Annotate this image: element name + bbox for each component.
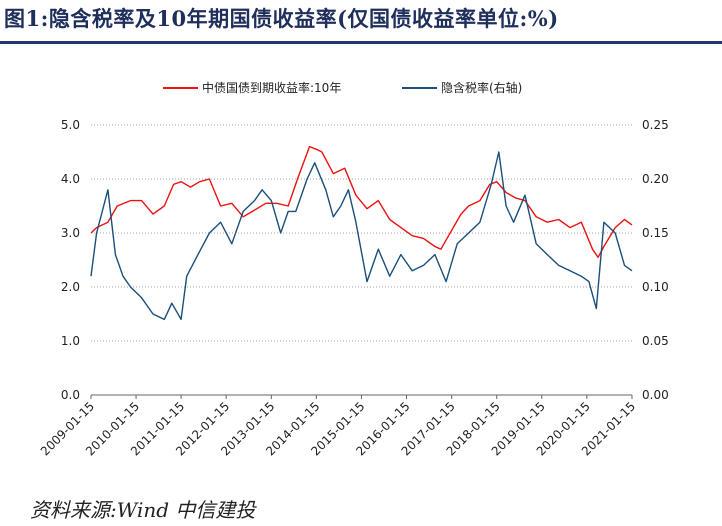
y-left-tick-label: 3.0 <box>61 226 80 240</box>
legend-label: 中债国债到期收益率:10年 <box>202 80 341 95</box>
title-divider <box>0 41 722 44</box>
right-y-axis: 0.00 0.05 0.10 0.15 0.20 0.25 <box>642 118 669 402</box>
legend: 中债国债到期收益率:10年 隐含税率(右轴) <box>163 80 522 95</box>
yield-series-line <box>90 145 633 258</box>
gridlines <box>91 124 632 396</box>
y-right-tick-label: 0.20 <box>642 172 669 186</box>
x-axis: 2009-01-152010-01-152011-01-152012-01-15… <box>38 394 638 458</box>
y-right-tick-label: 0.00 <box>642 388 669 402</box>
page-title: 图1:隐含税率及10年期国债收益率(仅国债收益率单位:%) <box>4 6 559 31</box>
y-left-tick-label: 1.0 <box>61 334 80 348</box>
implied-tax-series-line <box>90 151 633 321</box>
left-y-axis: 0.0 1.0 2.0 3.0 4.0 5.0 <box>61 118 80 402</box>
source-note: 资料来源:Wind 中信建投 <box>30 498 256 522</box>
y-right-tick-label: 0.05 <box>642 334 669 348</box>
y-left-tick-label: 2.0 <box>61 280 80 294</box>
series-lines <box>90 145 633 321</box>
y-right-tick-label: 0.25 <box>642 118 669 132</box>
y-left-tick-label: 4.0 <box>61 172 80 186</box>
y-left-tick-label: 0.0 <box>61 388 80 402</box>
legend-label: 隐含税率(右轴) <box>441 80 522 95</box>
y-right-tick-label: 0.10 <box>642 280 669 294</box>
y-right-tick-label: 0.15 <box>642 226 669 240</box>
y-left-tick-label: 5.0 <box>61 118 80 132</box>
